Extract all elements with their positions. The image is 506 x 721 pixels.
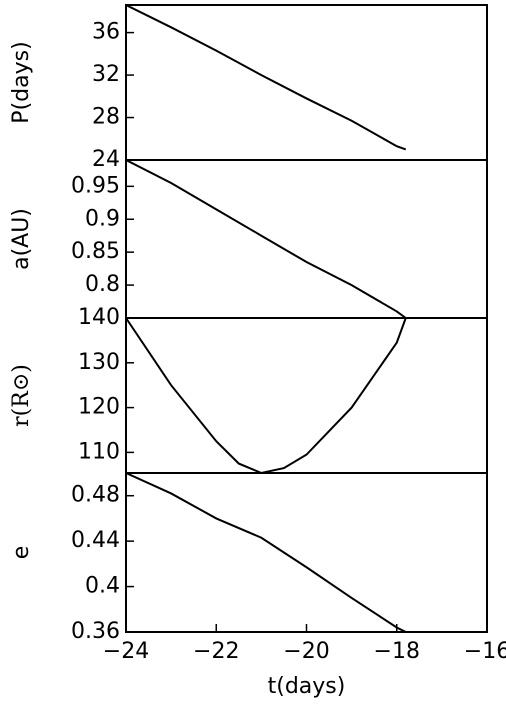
y-tick-label: 28 — [92, 105, 120, 130]
data-line — [125, 159, 407, 319]
y-tick-label: 0.36 — [71, 619, 120, 644]
plot-frame — [125, 4, 488, 161]
plot-frame — [125, 159, 488, 319]
x-tick-label: −22 — [193, 639, 239, 664]
y-tick-label: 0.85 — [71, 239, 120, 264]
x-tick-label: −18 — [374, 639, 420, 664]
y-tick-label: 0.9 — [85, 206, 120, 231]
y-axis-label: a(AU) — [9, 208, 34, 270]
plot-frame — [125, 472, 488, 633]
x-tick-label: −16 — [464, 639, 506, 664]
y-tick-label: 0.4 — [85, 574, 120, 599]
y-tick-label: 120 — [78, 395, 120, 420]
y-tick-label: 32 — [92, 62, 120, 87]
y-axis-label: P(days) — [9, 41, 34, 123]
data-line — [125, 317, 407, 475]
data-line — [125, 472, 407, 633]
x-axis-label: t(days) — [268, 674, 346, 699]
y-tick-label: 36 — [92, 20, 120, 45]
y-tick-label: 0.8 — [85, 272, 120, 297]
y-tick-label: 0.95 — [71, 173, 120, 198]
y-tick-label: 24 — [92, 147, 120, 172]
x-tick-label: −24 — [103, 639, 149, 664]
x-tick-label: −20 — [283, 639, 329, 664]
y-tick-label: 0.48 — [71, 483, 120, 508]
y-tick-label: 110 — [78, 439, 120, 464]
y-tick-label: 140 — [78, 305, 120, 330]
y-tick-label: 0.44 — [71, 528, 120, 553]
data-line — [125, 4, 407, 151]
y-axis-label: r(R⊙) — [9, 364, 34, 427]
y-axis-label: e — [9, 546, 34, 560]
y-tick-label: 130 — [78, 350, 120, 375]
